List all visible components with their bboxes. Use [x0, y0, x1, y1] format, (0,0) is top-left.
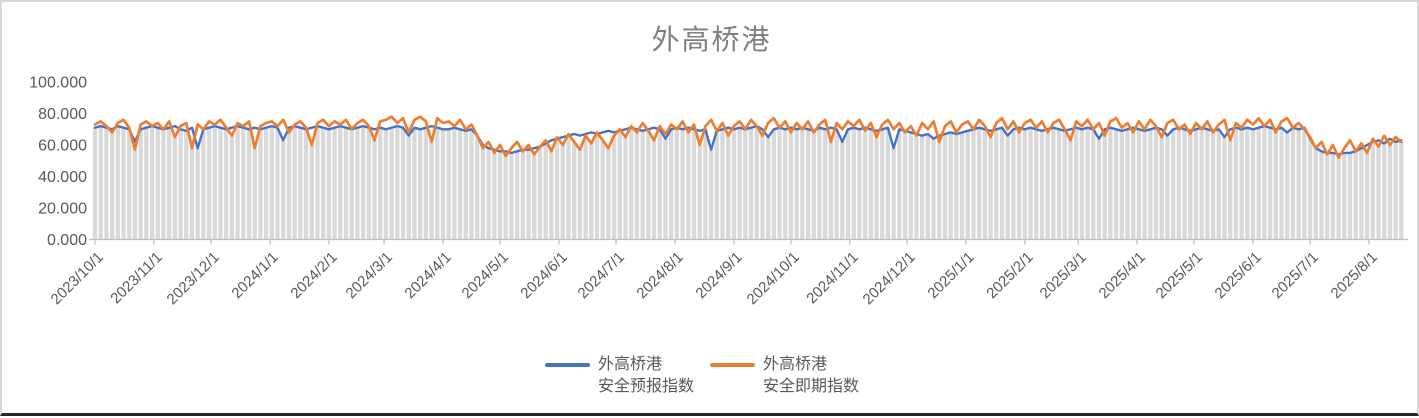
- forecast-index-line: [93, 124, 1403, 156]
- legend-item-forecast[interactable]: 外高桥港 安全预报指数: [545, 354, 694, 398]
- chart-title: 外高桥港: [651, 24, 772, 55]
- spot-line-swatch-icon: [710, 363, 755, 367]
- svg-text:2024/9/1: 2024/9/1: [692, 249, 745, 302]
- svg-text:2025/1/1: 2025/1/1: [924, 249, 977, 302]
- legend-spot-line1: 外高桥港: [763, 356, 828, 373]
- svg-text:80.000: 80.000: [38, 106, 87, 123]
- legend-forecast-line1: 外高桥港: [598, 356, 663, 373]
- svg-text:2024/4/1: 2024/4/1: [401, 249, 454, 302]
- svg-text:60.000: 60.000: [38, 138, 87, 155]
- spot-index-line: [93, 115, 1403, 159]
- svg-text:2025/6/1: 2025/6/1: [1212, 249, 1265, 302]
- svg-text:100.000: 100.000: [29, 75, 87, 92]
- svg-text:20.000: 20.000: [38, 201, 87, 218]
- svg-text:2025/7/1: 2025/7/1: [1269, 249, 1322, 302]
- svg-text:2025/8/1: 2025/8/1: [1328, 249, 1381, 302]
- svg-text:2024/12/1: 2024/12/1: [860, 249, 919, 308]
- svg-text:2024/3/1: 2024/3/1: [343, 249, 396, 302]
- svg-text:2024/5/1: 2024/5/1: [459, 249, 512, 302]
- svg-text:2023/11/1: 2023/11/1: [107, 249, 165, 307]
- svg-text:2025/4/1: 2025/4/1: [1096, 249, 1149, 302]
- y-axis-labels: 100.000 80.000 60.000 40.000 20.000 0.000: [29, 75, 87, 250]
- svg-text:2024/6/1: 2024/6/1: [517, 249, 570, 302]
- svg-text:2024/1/1: 2024/1/1: [228, 249, 281, 302]
- legend-spot-line2: 安全即期指数: [763, 378, 860, 395]
- svg-text:2024/7/1: 2024/7/1: [575, 249, 628, 302]
- svg-text:2025/2/1: 2025/2/1: [983, 249, 1036, 302]
- legend-label-forecast: 外高桥港 安全预报指数: [598, 354, 694, 398]
- legend-label-spot: 外高桥港 安全即期指数: [763, 354, 859, 398]
- svg-text:2024/2/1: 2024/2/1: [287, 249, 340, 302]
- legend-item-spot[interactable]: 外高桥港 安全即期指数: [710, 354, 859, 398]
- svg-text:2024/11/1: 2024/11/1: [803, 249, 861, 307]
- svg-text:2025/3/1: 2025/3/1: [1037, 249, 1090, 302]
- svg-text:2025/5/1: 2025/5/1: [1153, 249, 1206, 302]
- svg-text:2023/10/1: 2023/10/1: [48, 249, 107, 308]
- x-axis: [89, 238, 1408, 245]
- svg-text:40.000: 40.000: [38, 169, 87, 186]
- forecast-line-swatch-icon: [545, 363, 590, 367]
- svg-text:2024/10/1: 2024/10/1: [744, 249, 803, 308]
- svg-text:2024/8/1: 2024/8/1: [633, 249, 686, 302]
- legend-forecast-line2: 安全预报指数: [598, 378, 695, 395]
- svg-text:2023/12/1: 2023/12/1: [164, 249, 223, 308]
- svg-text:0.000: 0.000: [47, 232, 87, 249]
- background-bars-group: [92, 126, 1404, 240]
